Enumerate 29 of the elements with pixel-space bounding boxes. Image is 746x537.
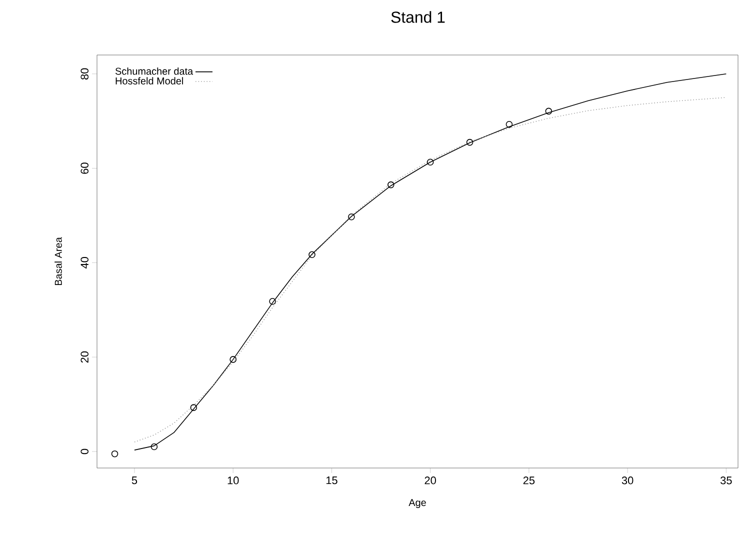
- point: [348, 213, 355, 220]
- x-tick-label: 5: [132, 476, 138, 484]
- x-tick-label: 10: [228, 476, 239, 484]
- y-axis-title: Basal Area: [54, 237, 62, 286]
- point: [426, 158, 434, 166]
- point: [150, 443, 158, 450]
- x-tick-label: 35: [720, 476, 732, 484]
- legend-label: Schumacher data: [115, 67, 194, 75]
- y-tick-label: 20: [80, 351, 88, 363]
- point: [387, 181, 394, 188]
- point: [111, 450, 118, 458]
- y-tick-label: 40: [80, 257, 88, 269]
- x-tick-label: 25: [523, 476, 535, 484]
- point: [506, 120, 513, 128]
- point: [466, 138, 474, 146]
- point: [545, 108, 552, 115]
- chart-title: Stand 1: [391, 11, 445, 23]
- x-tick-label: 30: [622, 476, 634, 484]
- legend-label: Hossfeld Model: [116, 77, 183, 84]
- y-tick-label: 60: [80, 162, 88, 174]
- point: [269, 298, 276, 305]
- y-tick-label: 0: [80, 448, 88, 454]
- point: [230, 356, 236, 363]
- x-tick-label: 15: [326, 476, 338, 484]
- point: [308, 251, 316, 258]
- x-tick-label: 20: [424, 476, 436, 484]
- x-axis-title: Age: [408, 499, 426, 508]
- y-tick-label: 80: [80, 68, 88, 80]
- point: [190, 404, 198, 411]
